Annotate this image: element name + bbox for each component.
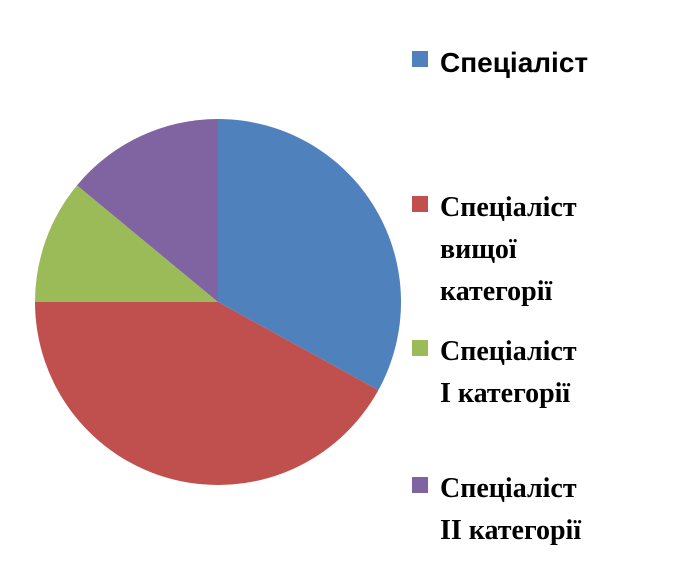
legend-item-first-category: Спеціаліст І категорії	[412, 331, 577, 415]
legend: Спеціаліст Спеціаліст вищої категорії Сп…	[412, 0, 681, 571]
legend-swatch-higher-category	[412, 196, 428, 212]
legend-swatch-first-category	[412, 340, 428, 356]
legend-item-second-category: Спеціаліст ІІ категорії	[412, 468, 581, 552]
legend-label-first-category: Спеціаліст І категорії	[440, 336, 577, 409]
legend-swatch-specialist	[412, 51, 428, 67]
legend-item-higher-category: Спеціаліст вищої категорії	[412, 187, 577, 313]
pie-slice-second-category	[77, 119, 218, 302]
pie-slice-first-category	[35, 185, 218, 302]
pie-slice-specialist	[218, 119, 401, 391]
legend-swatch-second-category	[412, 477, 428, 493]
legend-label-higher-category: Спеціаліст вищої категорії	[440, 192, 577, 307]
legend-label-second-category: Спеціаліст ІІ категорії	[440, 473, 582, 546]
legend-label-specialist: Спеціаліст	[440, 47, 589, 78]
pie-slice-higher-category	[35, 302, 379, 485]
legend-item-specialist: Спеціаліст	[412, 42, 588, 84]
